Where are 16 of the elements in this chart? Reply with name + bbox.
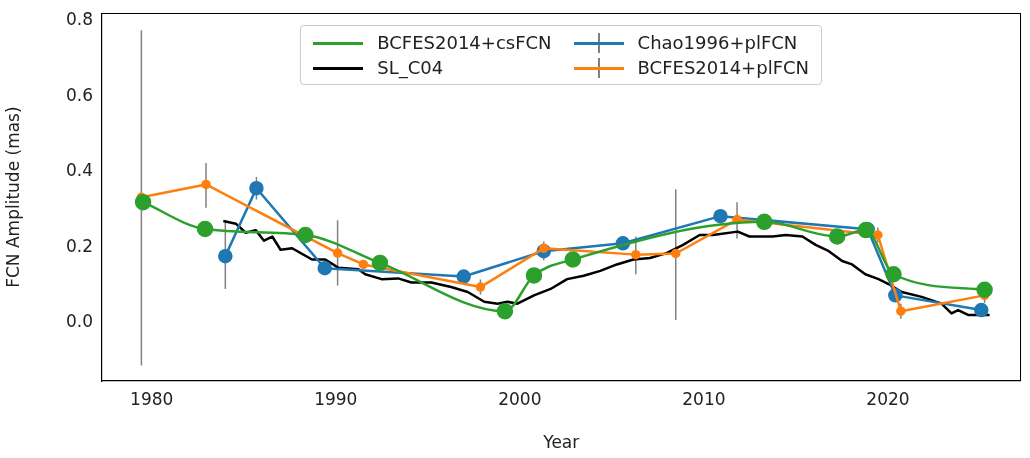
legend-label: Chao1996+plFCN: [637, 32, 798, 54]
legend-label: SL_C04: [377, 57, 444, 79]
y-tick-label: 0.6: [65, 84, 93, 105]
legend-label: BCFES2014+csFCN: [377, 32, 552, 54]
y-tick-label: 0.0: [65, 310, 93, 331]
legend-label: BCFES2014+plFCN: [637, 57, 810, 79]
x-tick-label: 2020: [866, 388, 910, 409]
y-tick-label: 0.4: [65, 160, 93, 181]
y-tick-label: 0.8: [65, 9, 93, 30]
x-tick-label: 1990: [314, 388, 358, 409]
x-tick-label: 2010: [682, 388, 726, 409]
y-axis-title: FCN Amplitude (mas): [2, 106, 23, 288]
x-tick-label: 1980: [130, 388, 174, 409]
x-tick-label: 2000: [498, 388, 542, 409]
y-tick-label: 0.2: [65, 235, 93, 256]
x-axis-title: Year: [542, 432, 580, 453]
